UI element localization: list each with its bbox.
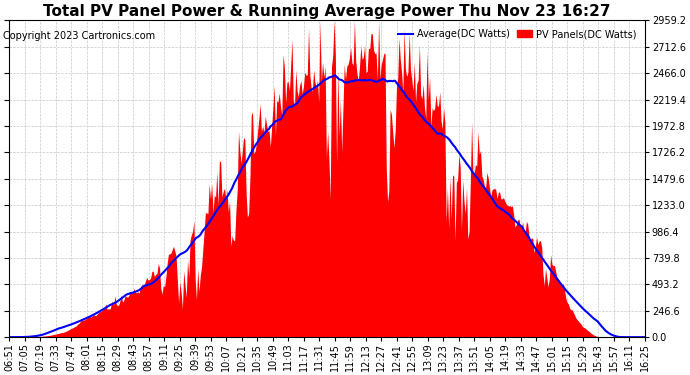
Legend: Average(DC Watts), PV Panels(DC Watts): Average(DC Watts), PV Panels(DC Watts) bbox=[394, 25, 640, 43]
Text: Copyright 2023 Cartronics.com: Copyright 2023 Cartronics.com bbox=[3, 32, 155, 41]
Title: Total PV Panel Power & Running Average Power Thu Nov 23 16:27: Total PV Panel Power & Running Average P… bbox=[43, 4, 611, 19]
